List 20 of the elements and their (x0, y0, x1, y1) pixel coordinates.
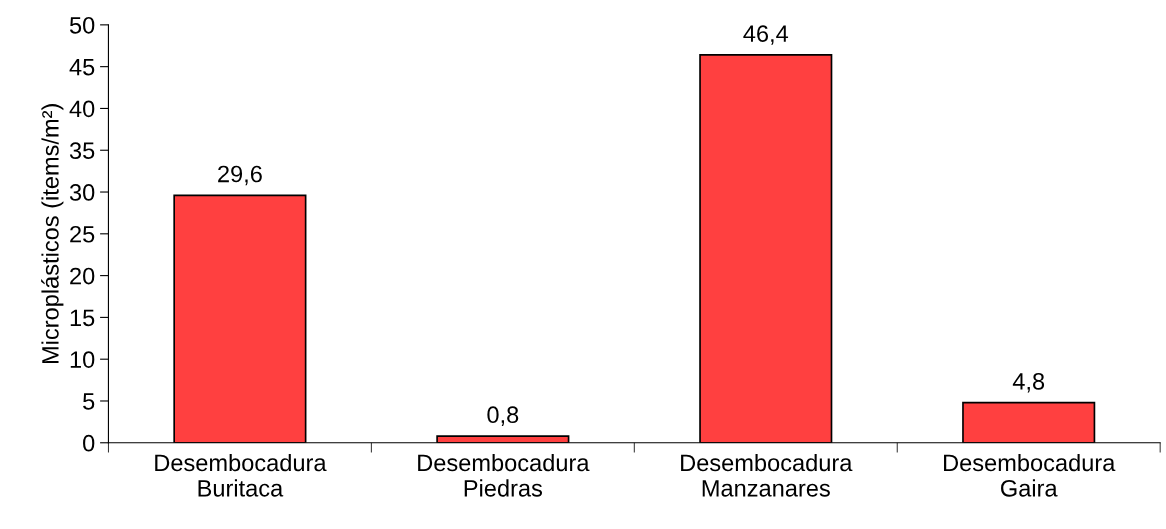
y-tick-label: 45 (69, 58, 95, 76)
y-tick-label: 5 (83, 393, 95, 410)
x-tick-label: Desembocadura Piedras (418, 453, 590, 497)
y-tick-label: 10 (70, 351, 95, 368)
y-tick-label: 35 (69, 142, 95, 160)
y-tick-label: 20 (70, 267, 95, 285)
y-tick-label: 0 (83, 434, 95, 452)
data-label: 0,8 (487, 406, 519, 426)
y-tick-label: 30 (69, 184, 95, 201)
data-label: 29,6 (218, 165, 262, 186)
x-tick-label: Desembocadura Gaira (944, 453, 1116, 497)
x-tick-label: Desembocadura Manzanares (681, 453, 853, 497)
y-tick-label: 15 (70, 309, 95, 327)
x-tick-label: Desembocadura Buritaca (155, 453, 327, 497)
data-label: 4,8 (1012, 372, 1045, 393)
y-tick-label: 40 (69, 100, 95, 118)
y-axis-title: Microplásticos (items/m²) (41, 104, 64, 364)
y-tick-label: 25 (70, 225, 95, 243)
data-label: 46,4 (743, 25, 789, 45)
y-tick-label: 50 (69, 16, 95, 34)
